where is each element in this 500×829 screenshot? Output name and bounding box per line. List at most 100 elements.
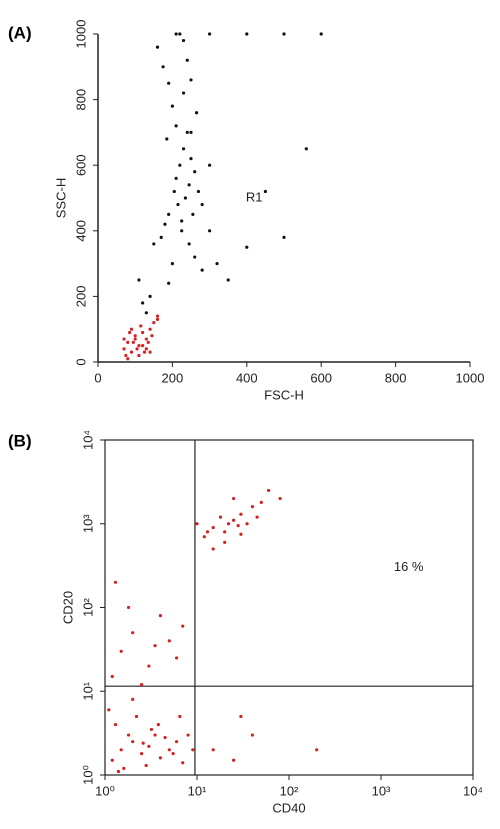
point xyxy=(319,32,323,36)
point xyxy=(178,32,182,36)
point xyxy=(140,752,144,756)
x-axis-label: CD40 xyxy=(272,800,305,815)
point xyxy=(137,353,141,358)
point xyxy=(259,500,263,504)
point xyxy=(304,147,308,151)
point xyxy=(187,183,191,187)
point xyxy=(122,766,126,770)
point xyxy=(124,353,128,358)
point xyxy=(122,347,126,351)
point xyxy=(144,337,148,341)
point xyxy=(223,530,227,534)
point xyxy=(144,311,148,315)
point xyxy=(158,756,162,760)
point xyxy=(185,130,189,134)
point xyxy=(142,350,147,354)
point xyxy=(174,32,178,36)
point xyxy=(193,255,197,259)
point xyxy=(167,281,171,285)
point xyxy=(223,540,227,544)
point xyxy=(174,740,179,744)
point xyxy=(119,649,123,653)
point xyxy=(245,245,249,249)
point xyxy=(172,189,176,194)
point xyxy=(137,344,141,348)
y-tick-label: 0 xyxy=(73,358,88,365)
point xyxy=(200,202,204,207)
x-tick-label: 10⁰ xyxy=(95,783,115,798)
point xyxy=(146,340,150,344)
point xyxy=(218,515,223,519)
point xyxy=(126,340,130,344)
point xyxy=(195,522,199,526)
point xyxy=(128,330,132,335)
point xyxy=(141,344,145,348)
point xyxy=(236,524,240,528)
point xyxy=(191,748,195,752)
point xyxy=(107,708,111,712)
y-tick-label: 800 xyxy=(73,89,88,111)
point xyxy=(250,505,254,509)
point xyxy=(239,512,243,516)
point xyxy=(141,741,145,745)
point xyxy=(211,525,215,530)
point xyxy=(263,189,267,194)
x-tick-label: 10⁴ xyxy=(463,783,483,798)
point xyxy=(161,65,165,69)
point xyxy=(193,170,197,174)
point xyxy=(149,727,154,732)
point xyxy=(186,733,190,737)
x-tick-label: 400 xyxy=(236,370,258,385)
point xyxy=(131,340,135,344)
annotation: R1 xyxy=(246,189,263,204)
point xyxy=(239,714,243,719)
point xyxy=(153,644,157,648)
point xyxy=(215,262,219,266)
point xyxy=(150,334,154,338)
point xyxy=(189,78,193,82)
point xyxy=(208,32,212,36)
x-tick-label: 800 xyxy=(385,370,407,385)
point xyxy=(163,735,167,740)
point xyxy=(119,748,123,752)
point xyxy=(133,337,137,341)
point xyxy=(144,347,148,351)
point xyxy=(180,229,184,233)
x-tick-label: 10³ xyxy=(372,783,391,798)
point xyxy=(205,530,210,534)
point xyxy=(163,222,167,226)
point xyxy=(159,235,163,239)
point xyxy=(152,321,156,325)
point xyxy=(126,605,131,610)
point xyxy=(250,733,254,737)
point xyxy=(137,278,141,282)
point xyxy=(208,229,212,233)
point xyxy=(181,91,186,95)
point xyxy=(187,242,191,246)
point xyxy=(167,81,171,85)
point xyxy=(167,212,171,216)
point xyxy=(152,242,156,246)
x-tick-label: 10² xyxy=(280,783,299,798)
point xyxy=(315,748,319,752)
point xyxy=(232,496,236,501)
point xyxy=(155,317,160,321)
point xyxy=(191,212,195,216)
y-tick-label: 10³ xyxy=(80,514,95,533)
point xyxy=(202,535,206,539)
point xyxy=(176,202,180,207)
point xyxy=(194,111,199,115)
point xyxy=(131,631,135,635)
point xyxy=(155,45,160,49)
y-tick-label: 400 xyxy=(73,220,88,242)
x-tick-label: 200 xyxy=(162,370,184,385)
point xyxy=(183,196,188,200)
point xyxy=(211,547,215,551)
point xyxy=(134,714,139,719)
point xyxy=(196,189,201,194)
point xyxy=(181,624,185,628)
point xyxy=(153,733,157,737)
y-axis-label: CD20 xyxy=(60,591,75,624)
point xyxy=(181,38,186,43)
